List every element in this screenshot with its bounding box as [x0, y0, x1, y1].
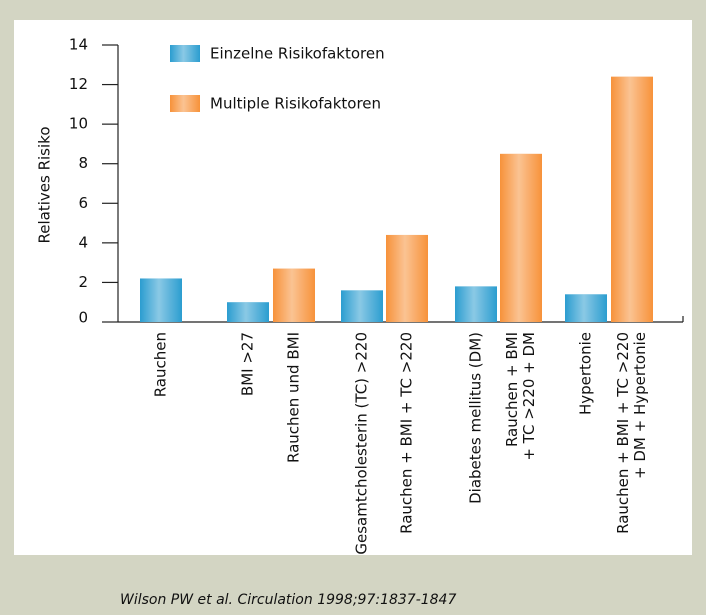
- x-tick-label: Diabetes mellitus (DM): [467, 332, 485, 504]
- x-tick-label: Rauchen + BMI: [503, 332, 521, 447]
- bar-shine: [500, 153, 542, 322]
- legend-label: Einzelne Risikofaktoren: [210, 45, 385, 63]
- y-tick-label: 2: [78, 273, 88, 291]
- bar-shine: [611, 76, 653, 323]
- x-tick-label: Rauchen + BMI + TC >220: [614, 332, 632, 534]
- x-tick-label: Hypertonie: [577, 332, 595, 415]
- x-tick-label: Gesamtcholesterin (TC) >220: [353, 332, 371, 555]
- bar-shine: [386, 234, 428, 322]
- x-tick-label: + DM + Hypertonie: [631, 332, 649, 479]
- legend-label: Multiple Risikofaktoren: [210, 95, 381, 113]
- legend-shine: [170, 95, 200, 112]
- y-tick-label: 10: [69, 115, 88, 133]
- legend-shine: [170, 45, 200, 62]
- y-tick-label: 12: [69, 75, 88, 93]
- x-tick-label: BMI >27: [239, 332, 257, 396]
- y-tick-label: 0: [78, 309, 88, 327]
- bar-shine: [565, 294, 607, 322]
- y-tick-label: 6: [78, 194, 88, 212]
- y-tick-label: 4: [78, 233, 88, 251]
- y-axis-title: Relatives Risiko: [36, 127, 54, 244]
- y-tick-label: 14: [69, 36, 88, 54]
- x-tick-label: Rauchen und BMI: [285, 332, 303, 463]
- x-tick-label: Rauchen: [152, 332, 170, 397]
- bar-shine: [227, 302, 269, 322]
- bar-shine: [140, 278, 182, 322]
- x-tick-label: + TC >220 + DM: [520, 332, 538, 461]
- y-tick-label: 8: [78, 154, 88, 172]
- source: Wilson PW et al. Circulation 1998;97:183…: [120, 592, 456, 608]
- bar-shine: [455, 286, 497, 322]
- bar-shine: [273, 268, 315, 322]
- x-tick-label: Rauchen + BMI + TC >220: [398, 332, 416, 534]
- panel: [14, 20, 692, 555]
- bar-shine: [341, 290, 383, 322]
